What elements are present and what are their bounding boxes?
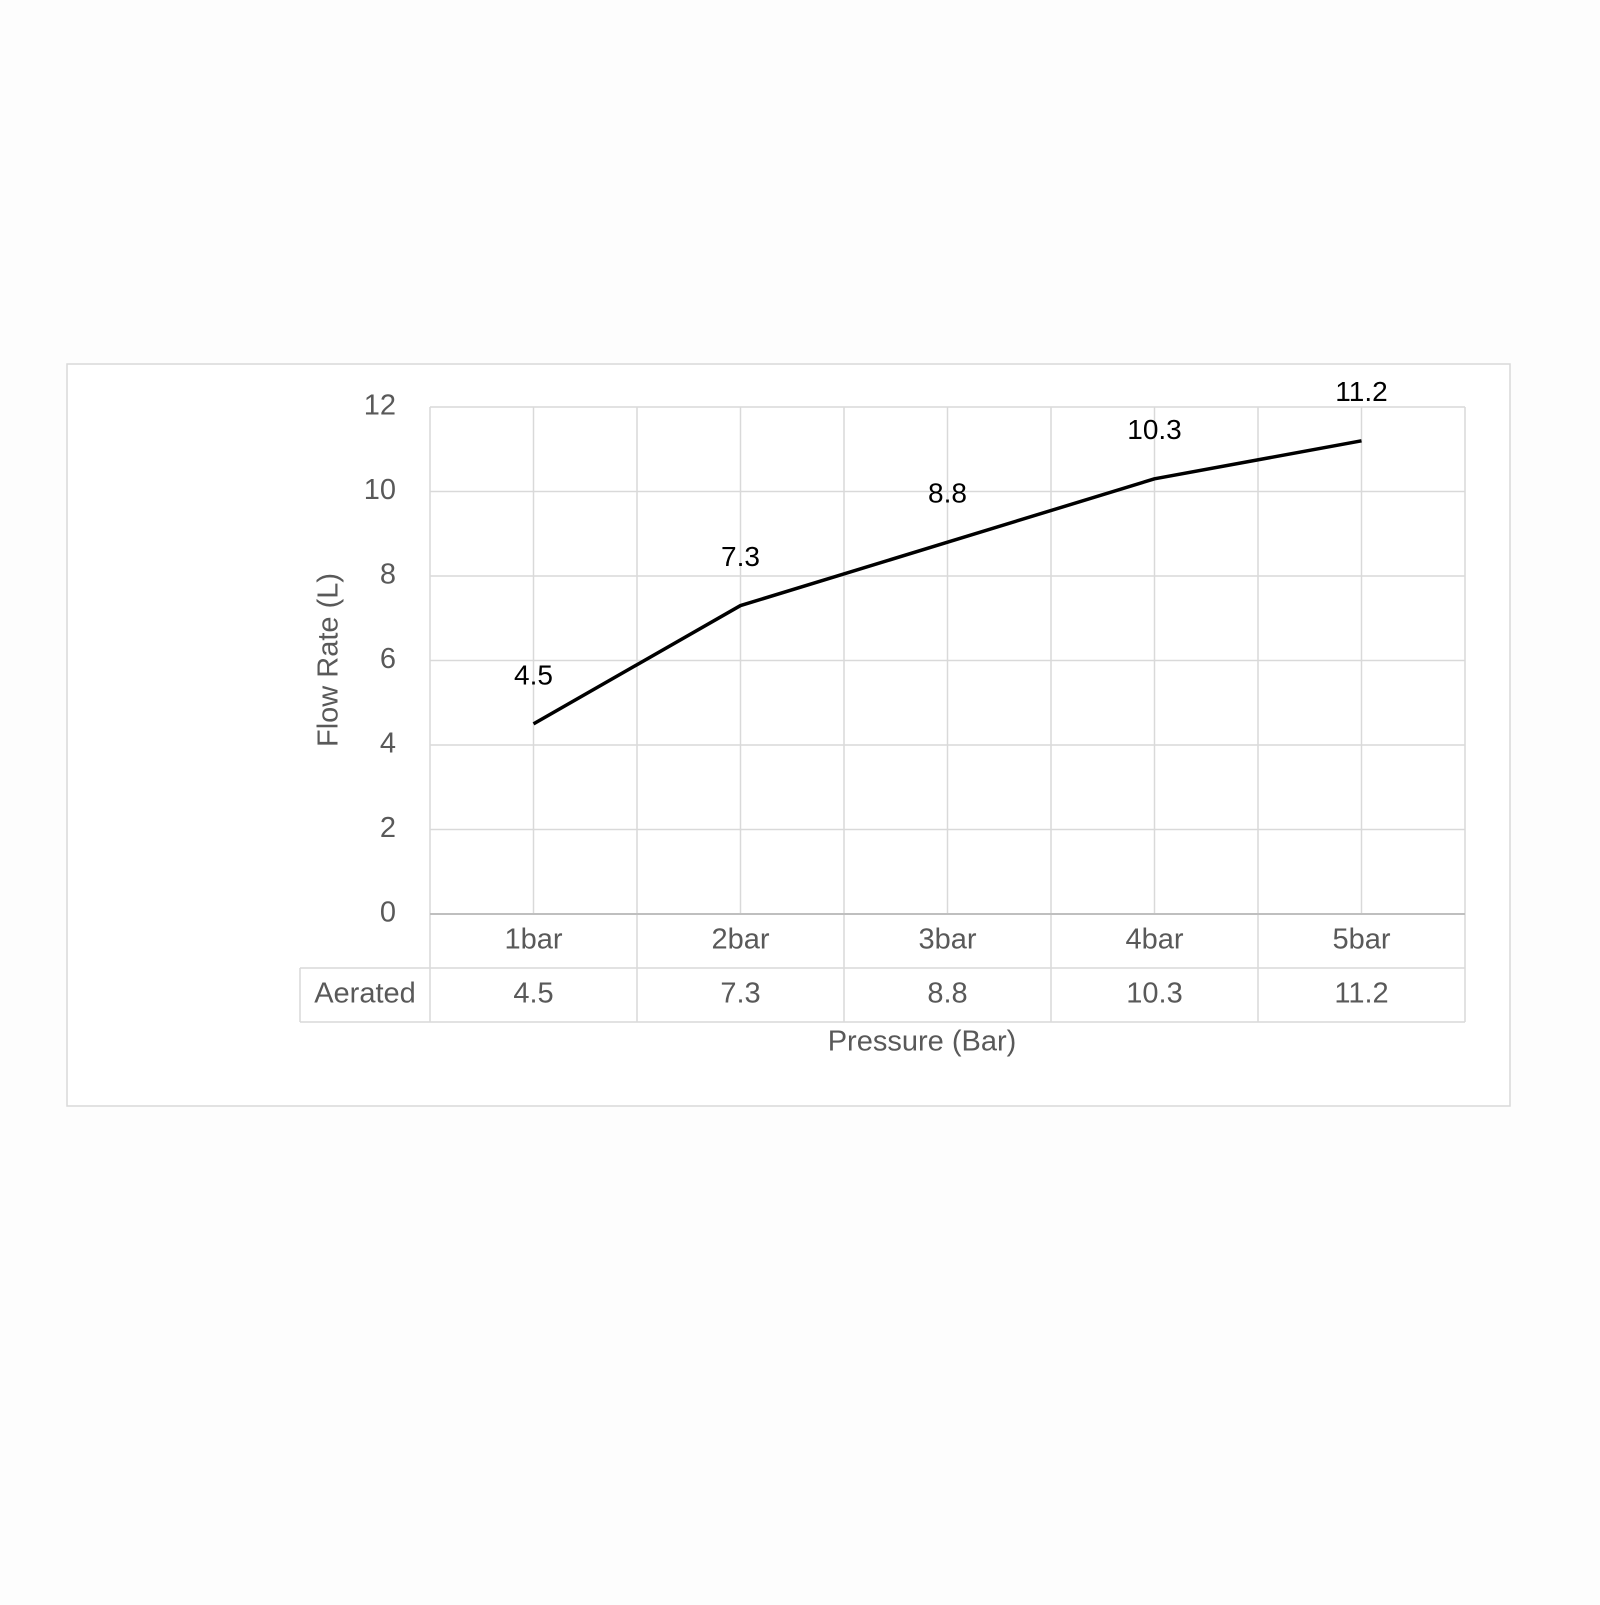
x-tick-label: 2bar — [711, 924, 769, 956]
y-tick-label: 8 — [380, 559, 396, 591]
data-label: 7.3 — [721, 541, 760, 572]
series-line — [532, 439, 1362, 726]
y-tick-label: 4 — [380, 728, 396, 760]
data-label: 10.3 — [1127, 414, 1182, 445]
table-value: 4.5 — [513, 978, 553, 1010]
y-tick-label: 6 — [380, 643, 396, 675]
x-tick-label: 3bar — [918, 924, 976, 956]
y-tick-label: 10 — [364, 474, 396, 506]
y-tick-label: 2 — [380, 812, 396, 844]
y-tick-label: 12 — [364, 390, 396, 422]
table-value: 10.3 — [1126, 978, 1182, 1010]
x-tick-label: 4bar — [1125, 924, 1183, 956]
table-value: 11.2 — [1334, 978, 1388, 1010]
y-tick-label: 0 — [380, 897, 396, 929]
x-tick-label: 1bar — [504, 924, 562, 956]
chart-frame — [66, 363, 1511, 1107]
x-tick-label: 5bar — [1332, 924, 1390, 956]
y-axis-label: Flow Rate (L) — [313, 573, 345, 747]
data-label: 4.5 — [514, 659, 553, 690]
table-value: 8.8 — [927, 978, 967, 1010]
data-label: 8.8 — [928, 478, 967, 509]
data-label: 11.2 — [1335, 376, 1387, 407]
x-axis-label: Pressure (Bar) — [828, 1026, 1017, 1058]
table-series-name: Aerated — [314, 978, 416, 1010]
table-value: 7.3 — [720, 978, 760, 1010]
